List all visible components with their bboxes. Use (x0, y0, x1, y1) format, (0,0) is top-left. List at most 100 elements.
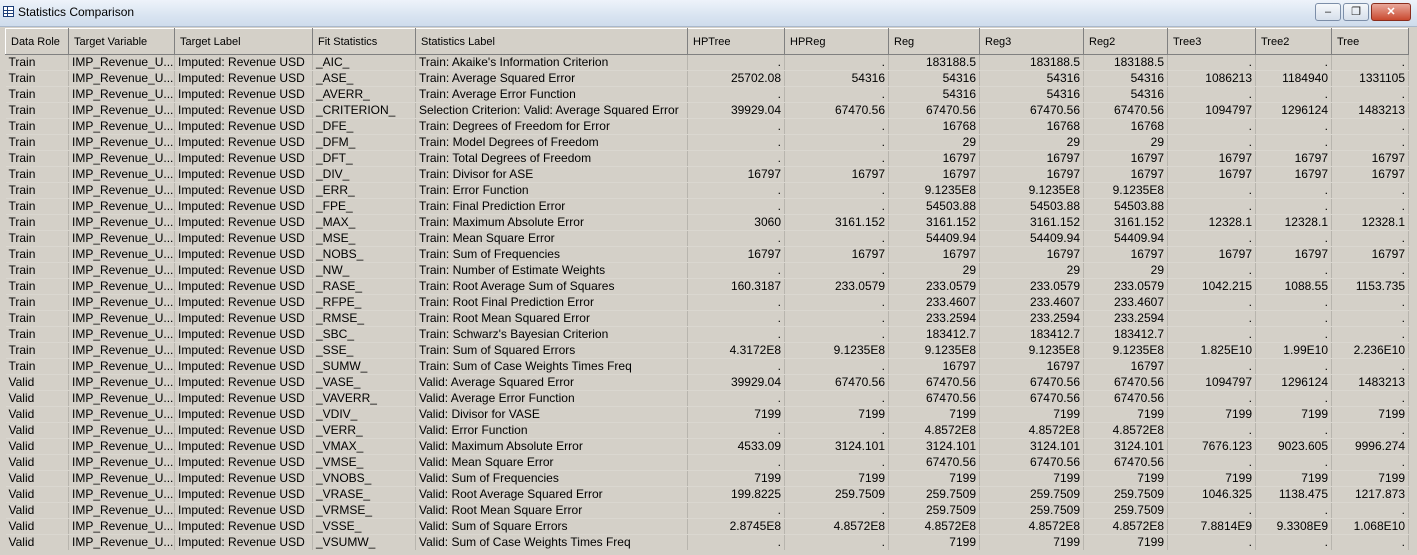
table-row[interactable]: Train IMP_Revenue_U... Imputed: Revenue US… (5, 102, 1409, 119)
table-cell: IMP_Revenue_U... (68, 246, 175, 263)
table-row[interactable]: Valid IMP_Revenue_U... Imputed: Revenue US… (5, 406, 1409, 423)
table-row[interactable]: Train IMP_Revenue_U... Imputed: Revenue US… (5, 230, 1409, 247)
table-cell: 39929.04 (687, 374, 785, 391)
table-row[interactable]: Train IMP_Revenue_U... Imputed: Revenue US… (5, 294, 1409, 311)
table-cell: 4.8572E8 (888, 518, 980, 535)
table-row[interactable]: Train IMP_Revenue_U... Imputed: Revenue US… (5, 342, 1409, 359)
table-cell: 67470.56 (1083, 374, 1168, 391)
minimize-button[interactable]: – (1315, 3, 1341, 21)
table-cell: . (1331, 118, 1409, 135)
table-cell: Train (5, 70, 69, 87)
table-cell: IMP_Revenue_U... (68, 230, 175, 247)
restore-button[interactable]: ❐ (1343, 3, 1369, 21)
table-row[interactable]: Valid IMP_Revenue_U... Imputed: Revenue US… (5, 470, 1409, 487)
table-row[interactable]: Train IMP_Revenue_U... Imputed: Revenue US… (5, 326, 1409, 343)
table-cell: Selection Criterion: Valid: Average Squa… (415, 102, 688, 119)
table-row[interactable]: Valid IMP_Revenue_U... Imputed: Revenue US… (5, 502, 1409, 519)
table-cell: Imputed: Revenue USD (174, 518, 313, 535)
column-header[interactable]: Fit Statistics (312, 28, 416, 55)
table-cell: Train (5, 102, 69, 119)
table-row[interactable]: Valid IMP_Revenue_U... Imputed: Revenue US… (5, 422, 1409, 439)
table-cell: 1184940 (1255, 70, 1332, 87)
table-cell: 16797 (1167, 166, 1256, 183)
table-row[interactable]: Train IMP_Revenue_U... Imputed: Revenue US… (5, 86, 1409, 103)
column-header[interactable]: Reg2 (1083, 28, 1168, 55)
table-cell: 54316 (888, 86, 980, 103)
table-row[interactable]: Valid IMP_Revenue_U... Imputed: Revenue US… (5, 454, 1409, 471)
table-row[interactable]: Valid IMP_Revenue_U... Imputed: Revenue US… (5, 374, 1409, 391)
column-header[interactable]: Reg3 (979, 28, 1084, 55)
table-cell: 259.7509 (888, 486, 980, 503)
table-cell: Train (5, 118, 69, 135)
table-row[interactable]: Train IMP_Revenue_U... Imputed: Revenue US… (5, 54, 1409, 71)
table-row[interactable]: Train IMP_Revenue_U... Imputed: Revenue US… (5, 358, 1409, 375)
table-cell: . (1255, 534, 1332, 550)
table-cell: 16797 (888, 358, 980, 375)
table-cell: Train: Model Degrees of Freedom (415, 134, 688, 151)
table-cell: 67470.56 (1083, 390, 1168, 407)
table-row[interactable]: Train IMP_Revenue_U... Imputed: Revenue US… (5, 278, 1409, 295)
table-cell: Train: Sum of Frequencies (415, 246, 688, 263)
column-header[interactable]: Tree3 (1167, 28, 1256, 55)
table-cell: 67470.56 (979, 454, 1084, 471)
column-header[interactable]: Target Variable (68, 28, 175, 55)
table-cell: _SSE_ (312, 342, 416, 359)
table-cell: 1138.475 (1255, 486, 1332, 503)
table-row[interactable]: Valid IMP_Revenue_U... Imputed: Revenue US… (5, 438, 1409, 455)
table-row[interactable]: Train IMP_Revenue_U... Imputed: Revenue US… (5, 166, 1409, 183)
table-cell: 12328.1 (1255, 214, 1332, 231)
column-header[interactable]: HPReg (784, 28, 889, 55)
table-cell: 4.8572E8 (784, 518, 889, 535)
table-cell: . (1331, 422, 1409, 439)
table-cell: 54316 (1083, 86, 1168, 103)
table-cell: Train: Average Squared Error (415, 70, 688, 87)
table-row[interactable]: Train IMP_Revenue_U... Imputed: Revenue US… (5, 134, 1409, 151)
window-title: Statistics Comparison (18, 5, 135, 19)
table-row[interactable]: Train IMP_Revenue_U... Imputed: Revenue US… (5, 198, 1409, 215)
table-cell: 7676.123 (1167, 438, 1256, 455)
column-header[interactable]: Reg (888, 28, 980, 55)
table-row[interactable]: Train IMP_Revenue_U... Imputed: Revenue US… (5, 262, 1409, 279)
table-row[interactable]: Valid IMP_Revenue_U... Imputed: Revenue US… (5, 390, 1409, 407)
table-cell: IMP_Revenue_U... (68, 198, 175, 215)
table-cell: 29 (979, 262, 1084, 279)
table-row[interactable]: Train IMP_Revenue_U... Imputed: Revenue US… (5, 118, 1409, 135)
table-row[interactable]: Valid IMP_Revenue_U... Imputed: Revenue US… (5, 534, 1409, 550)
close-button[interactable]: ✕ (1371, 3, 1411, 21)
table-row[interactable]: Train IMP_Revenue_U... Imputed: Revenue US… (5, 150, 1409, 167)
table-cell: . (1331, 86, 1409, 103)
table-cell: Valid: Sum of Square Errors (415, 518, 688, 535)
table-cell: _NOBS_ (312, 246, 416, 263)
column-header[interactable]: Tree2 (1255, 28, 1332, 55)
table-cell: Train (5, 246, 69, 263)
table-cell: 16797 (1083, 166, 1168, 183)
table-cell: IMP_Revenue_U... (68, 182, 175, 199)
table-row[interactable]: Train IMP_Revenue_U... Imputed: Revenue US… (5, 182, 1409, 199)
table-cell: 259.7509 (979, 486, 1084, 503)
column-header[interactable]: Tree (1331, 28, 1409, 55)
column-header[interactable]: Data Role (5, 28, 69, 55)
table-cell: . (1167, 390, 1256, 407)
table-row[interactable]: Train IMP_Revenue_U... Imputed: Revenue US… (5, 70, 1409, 87)
column-header[interactable]: Statistics Label (415, 28, 688, 55)
table-row[interactable]: Valid IMP_Revenue_U... Imputed: Revenue US… (5, 486, 1409, 503)
table-cell: 233.0579 (888, 278, 980, 295)
table-cell: Train (5, 310, 69, 327)
table-cell: IMP_Revenue_U... (68, 470, 175, 487)
table-cell: _VERR_ (312, 422, 416, 439)
table-cell: Valid: Sum of Case Weights Times Freq (415, 534, 688, 550)
table-cell: IMP_Revenue_U... (68, 374, 175, 391)
table-row[interactable]: Valid IMP_Revenue_U... Imputed: Revenue US… (5, 518, 1409, 535)
table-cell: 16768 (888, 118, 980, 135)
column-header[interactable]: HPTree (687, 28, 785, 55)
table-cell: . (784, 134, 889, 151)
table-row[interactable]: Train IMP_Revenue_U... Imputed: Revenue US… (5, 246, 1409, 263)
title-bar[interactable]: Statistics Comparison – ❐ ✕ (0, 0, 1417, 27)
table-row[interactable]: Train IMP_Revenue_U... Imputed: Revenue US… (5, 310, 1409, 327)
table-row[interactable]: Train IMP_Revenue_U... Imputed: Revenue US… (5, 214, 1409, 231)
table-cell: 7199 (687, 406, 785, 423)
table-cell: Imputed: Revenue USD (174, 246, 313, 263)
column-header[interactable]: Target Label (174, 28, 313, 55)
statistics-table-container[interactable]: Data Role Target Variable Target Label Fit … (5, 28, 1412, 550)
